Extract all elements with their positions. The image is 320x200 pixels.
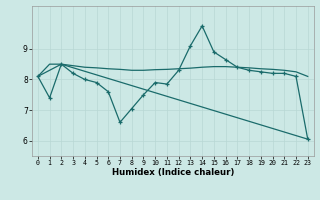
X-axis label: Humidex (Indice chaleur): Humidex (Indice chaleur) [112, 168, 234, 177]
